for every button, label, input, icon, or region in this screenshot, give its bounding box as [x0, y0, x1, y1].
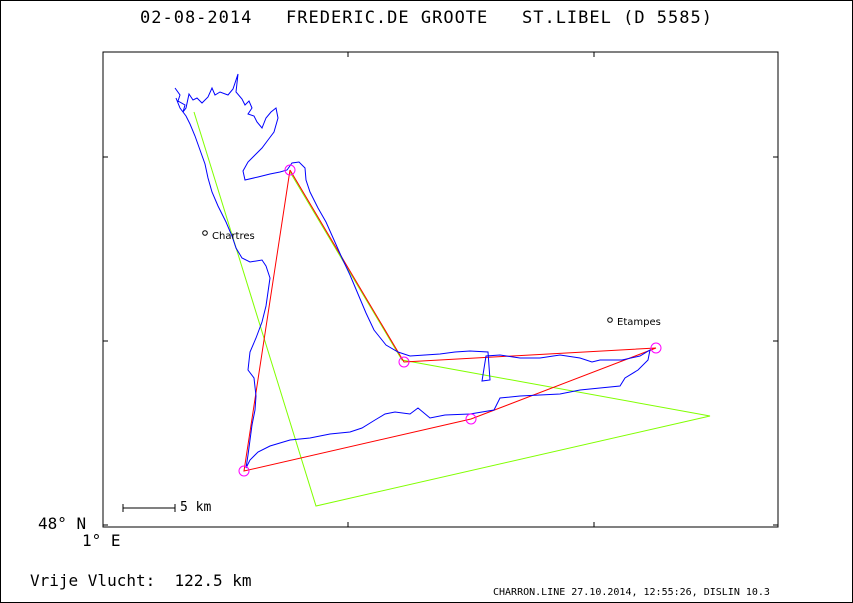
turnpoint-marker — [650, 342, 662, 354]
distance-label: Vrije Vlucht: — [30, 571, 156, 590]
axis-ticks — [102, 52, 778, 527]
scale-label: 5 km — [180, 500, 212, 515]
turnpoints — [238, 164, 662, 477]
distance-summary: Vrije Vlucht: 122.5 km — [30, 571, 252, 590]
turnpoint-marker — [238, 465, 250, 477]
latitude-label: 48° N — [38, 514, 87, 533]
footer-info: CHARRON.LINE 27.10.2014, 12:55:26, DISLI… — [493, 587, 770, 598]
city-marker-chartres — [202, 230, 208, 236]
turnpoint-marker — [465, 413, 477, 425]
city-marker-etampes — [607, 317, 613, 323]
turnpoint-marker — [284, 164, 296, 176]
flight-track — [174, 73, 651, 469]
plot-border — [102, 51, 779, 528]
scale-bar — [122, 504, 176, 512]
longitude-label: 1° E — [82, 531, 121, 550]
distance-value: 122.5 km — [174, 571, 252, 590]
optimized-route — [193, 111, 711, 507]
page-title: 02-08-2014 FREDERIC.DE GROOTE ST.LIBEL (… — [140, 8, 713, 28]
task-route — [243, 169, 657, 472]
city-label-etampes: Etampes — [617, 317, 661, 328]
turnpoint-marker — [398, 356, 410, 368]
city-label-chartres: Chartres — [212, 231, 255, 242]
